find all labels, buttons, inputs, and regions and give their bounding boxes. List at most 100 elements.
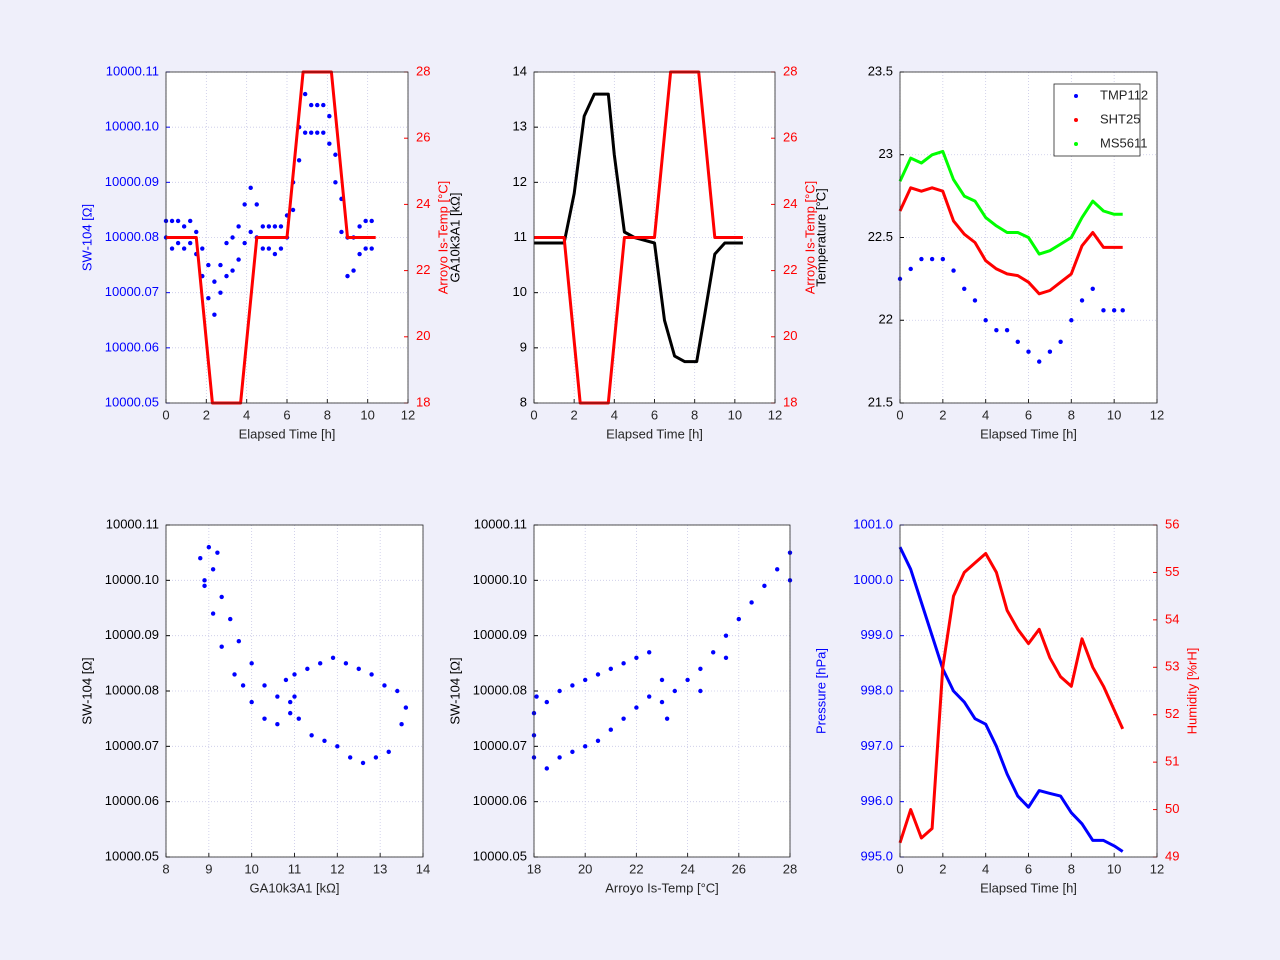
y-tick-label: 999.0 (860, 627, 893, 642)
data-point (230, 268, 235, 273)
series-line (534, 70, 743, 405)
data-point (940, 256, 946, 262)
x-tick-label: 2 (939, 861, 946, 876)
panel: 0 2 4 6 8 10 12 995.0 996.0 997.0 998.0 999.0 1000.0… (813, 516, 1199, 895)
y-axis-label: SW-104 [Ω] (447, 657, 462, 724)
panel: 0 2 4 6 8 10 1210000.0510000.0610000.0710000.0… (79, 63, 450, 441)
y-tick-label: 22 (879, 312, 893, 327)
y-tick-label: 995.0 (860, 848, 893, 863)
data-point (1069, 318, 1074, 323)
y-tick-label: 23 (879, 146, 893, 161)
x-tick-label: 12 (1150, 861, 1164, 876)
data-point (230, 235, 235, 240)
data-point (1090, 286, 1095, 292)
data-point (363, 246, 368, 251)
data-point (1015, 339, 1020, 344)
data-point (595, 738, 601, 743)
data-point (169, 246, 175, 251)
y2-tick-label: 22 (783, 262, 797, 277)
data-point (175, 240, 181, 246)
data-point (595, 672, 601, 677)
x-tick-label: 10 (360, 407, 374, 422)
data-point (347, 755, 353, 760)
data-point (972, 298, 978, 303)
x-tick-label: 28 (783, 861, 797, 876)
legend-marker (1074, 94, 1078, 98)
data-point (318, 661, 323, 666)
data-point (775, 567, 780, 572)
data-point (262, 683, 267, 688)
data-point (343, 661, 349, 666)
data-point (219, 594, 224, 600)
legend-marker (1074, 118, 1078, 122)
data-point (908, 266, 913, 272)
data-point (249, 699, 254, 705)
y2-tick-label: 20 (783, 328, 797, 343)
data-point (292, 694, 297, 699)
data-point (260, 246, 265, 251)
y-tick-label: 10000.06 (105, 793, 159, 808)
data-point (621, 661, 626, 666)
data-point (248, 229, 253, 235)
data-point (363, 218, 368, 224)
legend-marker (1074, 142, 1078, 146)
x-axis-label: Elapsed Time [h] (980, 880, 1077, 895)
data-point (583, 744, 588, 749)
data-point (369, 246, 374, 251)
data-point (315, 102, 320, 108)
data-point (647, 650, 652, 655)
data-point (288, 699, 293, 705)
data-point (272, 251, 278, 257)
y-tick-label: 10000.06 (105, 339, 159, 354)
x-tick-label: 0 (530, 407, 537, 422)
y2-tick-label: 52 (1165, 706, 1179, 721)
y2-tick-label: 54 (1165, 611, 1179, 626)
x-tick-label: 12 (768, 407, 782, 422)
y2-tick-label: 20 (416, 328, 430, 343)
x-tick-label: 8 (691, 407, 698, 422)
x-tick-label: 6 (283, 407, 290, 422)
y-tick-label: 22.5 (868, 229, 893, 244)
x-axis-label: Elapsed Time [h] (606, 426, 703, 441)
y-tick-label: 10000.11 (106, 516, 159, 531)
data-point (333, 180, 338, 185)
data-point (275, 694, 280, 699)
data-point (242, 240, 247, 246)
data-point (1058, 339, 1063, 344)
y2-tick-label: 24 (783, 196, 797, 211)
x-tick-label: 18 (527, 861, 541, 876)
data-point (1047, 349, 1053, 354)
data-point (206, 295, 211, 301)
data-point (1111, 308, 1117, 313)
x-tick-label: 0 (896, 861, 903, 876)
y2-axis-label: Arroyo Is-Temp [°C] (435, 181, 450, 295)
x-tick-label: 4 (982, 861, 989, 876)
data-point (181, 224, 187, 229)
data-point (283, 677, 289, 683)
y2-tick-label: 28 (416, 63, 430, 78)
y-tick-label: 12 (513, 174, 527, 189)
x-tick-label: 24 (680, 861, 694, 876)
data-point (240, 683, 246, 688)
x-tick-label: 8 (1068, 861, 1075, 876)
data-point (181, 246, 187, 251)
plot-frame (533, 71, 776, 404)
y-tick-label: 998.0 (860, 682, 893, 697)
x-tick-label: 12 (1150, 407, 1164, 422)
x-tick-label: 6 (651, 407, 658, 422)
x-axis-label: Elapsed Time [h] (239, 426, 336, 441)
data-point (399, 722, 404, 727)
y-tick-label: 10000.10 (105, 572, 159, 587)
y-tick-label: 10000.05 (105, 394, 159, 409)
y2-axis-label: Arroyo Is-Temp [°C] (802, 181, 817, 295)
data-point (321, 130, 326, 135)
legend-label: MS5611 (1100, 135, 1147, 150)
data-point (210, 567, 216, 572)
legend-box (1053, 83, 1141, 157)
y-tick-label: 21.5 (868, 394, 893, 409)
data-point (248, 185, 253, 191)
x-tick-label: 0 (162, 407, 169, 422)
data-point (351, 268, 356, 273)
data-point (621, 716, 626, 721)
data-point (994, 327, 999, 333)
